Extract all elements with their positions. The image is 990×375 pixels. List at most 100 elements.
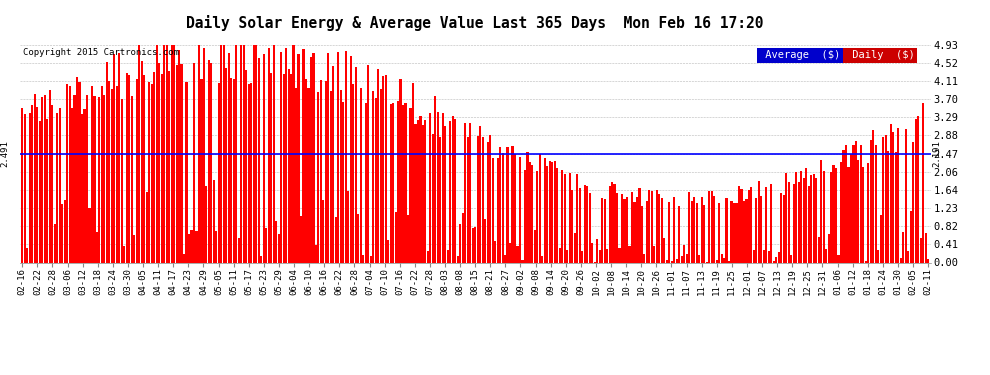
Bar [121,99,123,262]
Bar [210,63,213,262]
Bar [561,170,563,262]
Bar [193,63,195,262]
Bar [61,204,63,262]
Bar [190,230,193,262]
Bar [862,167,864,262]
Bar [750,187,752,262]
Bar [320,80,322,262]
Bar [49,90,50,262]
Bar [805,168,807,262]
Bar [394,212,397,262]
Bar [815,178,817,262]
Bar [527,152,529,262]
Bar [742,201,745,262]
Bar [364,103,366,262]
Bar [185,82,187,262]
Bar [372,91,374,262]
Bar [111,90,113,262]
Bar [626,197,628,262]
Bar [302,49,305,262]
Bar [325,81,327,262]
Bar [857,160,859,262]
Bar [456,256,458,262]
Bar [170,45,172,262]
Bar [780,194,782,262]
Bar [686,254,688,262]
Bar [910,211,912,262]
Bar [653,246,655,262]
Bar [180,64,182,262]
Bar [228,53,230,262]
Bar [382,76,384,262]
Bar [897,128,899,262]
Bar [701,197,703,262]
Bar [255,45,257,262]
Bar [765,187,767,262]
Bar [818,237,820,262]
Bar [576,174,578,262]
Bar [241,45,243,262]
Text: Daily Solar Energy & Average Value Last 365 Days  Mon Feb 16 17:20: Daily Solar Energy & Average Value Last … [186,15,764,31]
Bar [285,48,287,262]
Bar [517,246,519,262]
Bar [377,69,379,262]
Bar [250,84,252,262]
Bar [442,113,444,262]
Bar [678,206,680,262]
Bar [345,51,346,262]
Bar [713,196,715,262]
Bar [718,203,720,262]
Bar [568,173,571,262]
Bar [698,255,700,262]
Bar [297,54,300,262]
Bar [113,54,116,262]
Bar [671,261,673,262]
Bar [402,105,404,262]
Bar [524,170,526,262]
Bar [542,256,544,262]
Bar [581,251,583,262]
Bar [655,190,658,262]
Bar [126,74,128,262]
Bar [270,73,272,262]
Bar [106,62,108,262]
Bar [522,260,524,262]
Bar [459,224,461,262]
Bar [855,141,857,262]
Bar [644,254,645,262]
Bar [611,182,613,262]
Bar [865,261,867,262]
Bar [280,53,282,262]
Bar [454,119,456,262]
Bar [810,175,812,262]
Bar [703,205,705,262]
Bar [257,58,259,262]
Bar [308,88,310,262]
Bar [529,162,531,262]
Bar [676,259,678,262]
Bar [823,171,825,262]
Bar [849,154,852,262]
Bar [479,126,481,262]
Bar [731,201,733,262]
Bar [195,231,198,262]
Bar [504,255,506,262]
Bar [415,124,417,262]
Bar [369,255,371,262]
Bar [793,184,795,262]
Bar [200,80,203,262]
Bar [73,94,75,262]
Bar [318,93,320,262]
Bar [178,50,180,262]
Bar [790,255,792,262]
Bar [534,230,536,262]
Bar [203,48,205,262]
Bar [733,203,735,262]
Bar [867,163,869,262]
Bar [116,86,118,262]
Bar [362,255,364,262]
Bar [920,238,922,262]
Bar [425,120,427,262]
Bar [696,203,698,262]
Bar [400,79,402,262]
